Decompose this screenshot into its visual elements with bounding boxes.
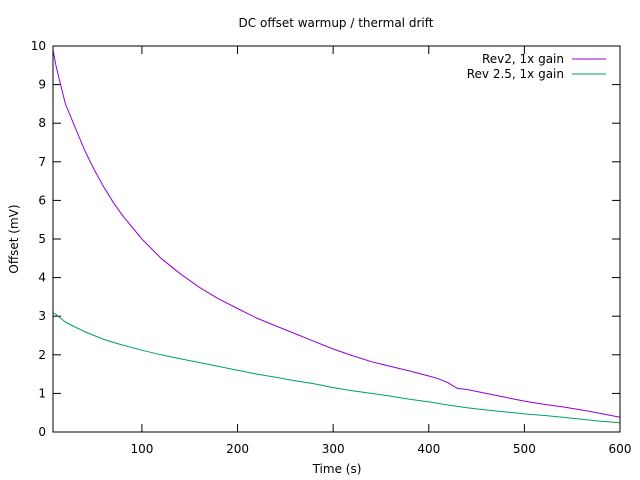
y-tick-label: 9	[38, 78, 46, 92]
x-tick-label: 600	[609, 442, 632, 456]
x-tick-label: 200	[226, 442, 249, 456]
x-tick-label: 500	[513, 442, 536, 456]
series-layer	[52, 49, 621, 424]
y-tick-label: 8	[38, 116, 46, 130]
y-tick-label: 2	[38, 348, 46, 362]
axis-ticks: 100 200 300 400 500 600 0 1 2 3 4 5 6 7 8 9 10	[31, 39, 632, 456]
y-axis-title: Offset (mV)	[7, 204, 21, 273]
x-tick-label: 400	[417, 442, 440, 456]
y-tick-label: 1	[38, 386, 46, 400]
y-tick-label: 0	[38, 425, 46, 439]
y-tick-label: 5	[38, 232, 46, 246]
y-tick-label: 3	[38, 309, 46, 323]
series-line-1	[52, 49, 621, 418]
x-tick-label: 300	[322, 442, 345, 456]
y-tick-label: 6	[38, 193, 46, 207]
series-line-2	[52, 312, 621, 424]
y-tick-label: 7	[38, 155, 46, 169]
chart-title: DC offset warmup / thermal drift	[239, 16, 434, 30]
plot-frame	[52, 45, 621, 433]
legend-label-1: Rev2, 1x gain	[482, 52, 564, 66]
x-tick-label: 100	[130, 442, 153, 456]
y-tick-label: 4	[38, 271, 46, 285]
x-axis-title: Time (s)	[312, 462, 362, 476]
legend-label-2: Rev 2.5, 1x gain	[467, 67, 564, 81]
y-tick-label: 10	[31, 39, 46, 53]
